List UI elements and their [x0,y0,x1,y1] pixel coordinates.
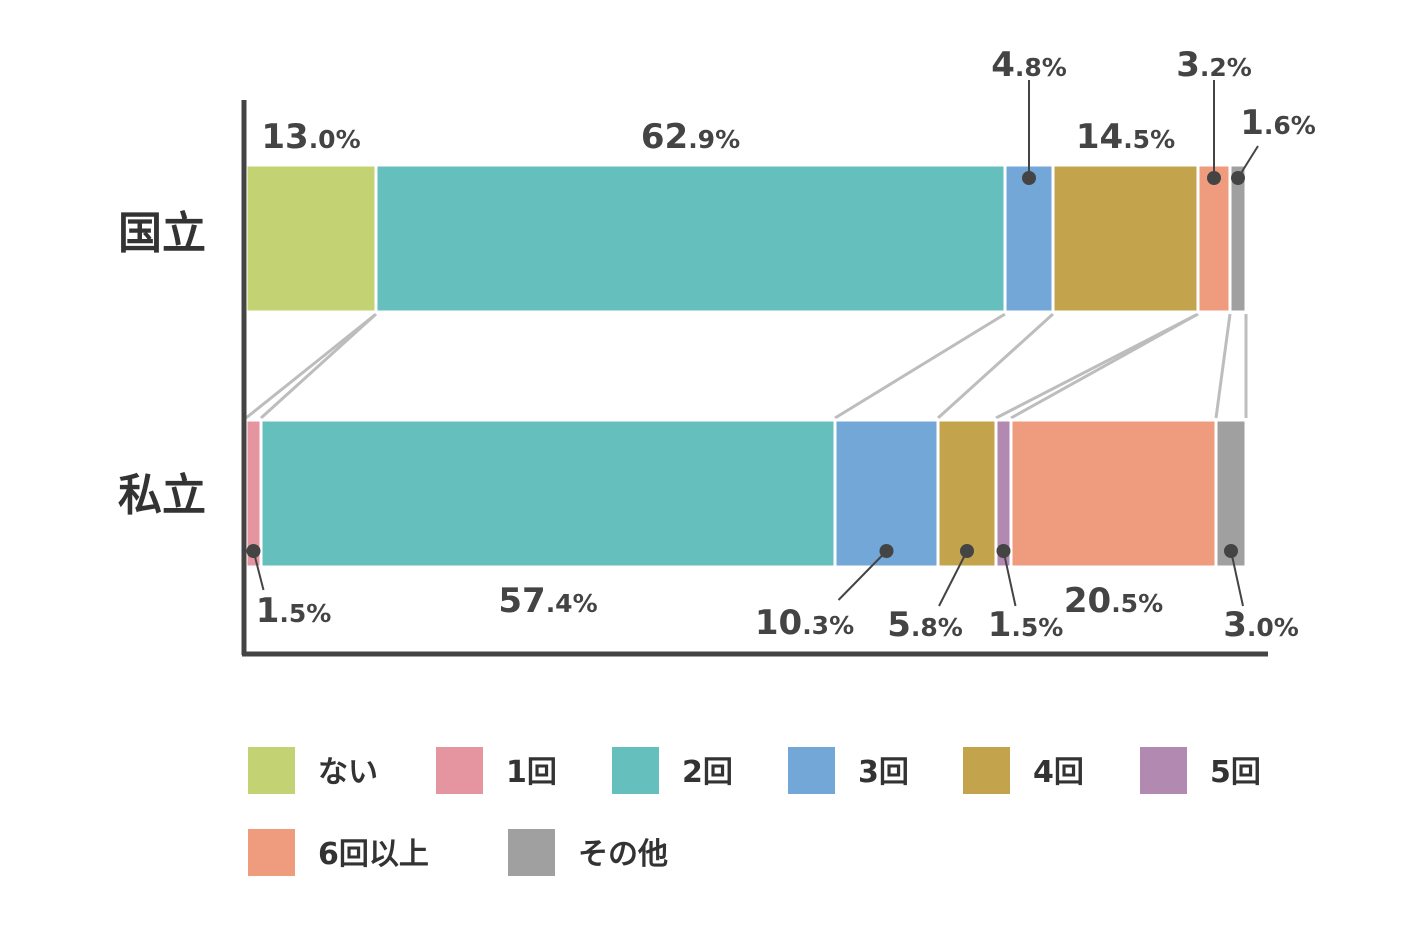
connector-line-5 [1010,312,1199,420]
value-label-private-3: 10.3% [755,603,854,643]
connector-line-0 [245,312,377,420]
value-label-private-6: 20.5% [1064,581,1163,621]
legend-swatch-4 [963,747,1010,794]
value-label-national-4: 14.5% [1076,117,1175,157]
value-label-private-4: 5.8% [887,605,963,645]
bar-segment-private-3 [833,418,940,569]
category-label-private: 私立 [118,470,206,521]
legend-swatch-5 [1140,747,1187,794]
bar-segment-national-2 [374,163,1007,314]
legend-swatch-1 [436,747,483,794]
value-label-private-5: 1.5% [988,605,1064,645]
bar-segment-national-4 [1051,163,1200,314]
connector-line-3 [936,312,1055,420]
connector-line-6 [1214,313,1232,419]
bar-segment-national-3 [1003,163,1055,314]
leader-line-private-1 [252,550,265,591]
legend-label-7: その他 [578,837,668,872]
legend-label-1: 1回 [506,755,557,790]
bar-segment-private-2 [259,418,837,569]
value-label-national-6: 3.2% [1176,45,1252,85]
leader-line-private-3 [837,550,888,601]
legend-label-5: 5回 [1210,755,1261,790]
legend-label-0: ない [318,755,378,790]
value-label-national-0: 13.0% [261,117,360,157]
value-label-private-7: 3.0% [1223,605,1299,645]
value-label-national-7: 1.6% [1240,103,1316,143]
bar-segment-private-6 [1009,418,1218,569]
label-leaders [246,80,1259,607]
bar-segment-national-0 [244,163,378,314]
legend-swatch-3 [788,747,835,794]
connector-lines [245,312,1248,420]
legend-label-3: 3回 [858,755,909,790]
connector-line-1 [259,312,378,420]
category-labels: 国立 私立 [118,208,206,521]
value-label-private-2: 57.4% [498,581,597,621]
legend-label-2: 2回 [682,755,733,790]
legend: ない 1回 2回 3回 4回 5回 6回以上 その他 [248,747,1261,876]
legend-swatch-7 [508,829,555,876]
value-labels: 13.0% 62.9% 4.8%14.5%3.2% 1.6% 1.5% 57.4% 10.3… [256,45,1316,645]
value-label-private-1: 1.5% [256,591,332,631]
leader-line-national-7 [1237,145,1259,179]
legend-swatch-2 [612,747,659,794]
legend-swatch-6 [248,829,295,876]
bar-segment-private-4 [936,418,998,569]
value-label-national-3: 4.8% [991,45,1067,85]
axes [241,100,1268,657]
legend-label-4: 4回 [1033,755,1084,790]
leader-line-private-4 [938,550,968,607]
bar-segment-national-6 [1196,163,1232,314]
bar-segment-national-7 [1228,163,1248,314]
bar-segment-private-7 [1214,418,1248,569]
value-label-national-2: 62.9% [641,117,740,157]
legend-label-6: 6回以上 [318,837,429,872]
bar-segments [244,163,1248,569]
leader-line-private-7 [1230,550,1244,607]
connector-line-2 [834,312,1006,420]
category-label-national: 国立 [118,208,206,259]
leader-line-private-5 [1002,550,1017,607]
legend-swatch-0 [248,747,295,794]
